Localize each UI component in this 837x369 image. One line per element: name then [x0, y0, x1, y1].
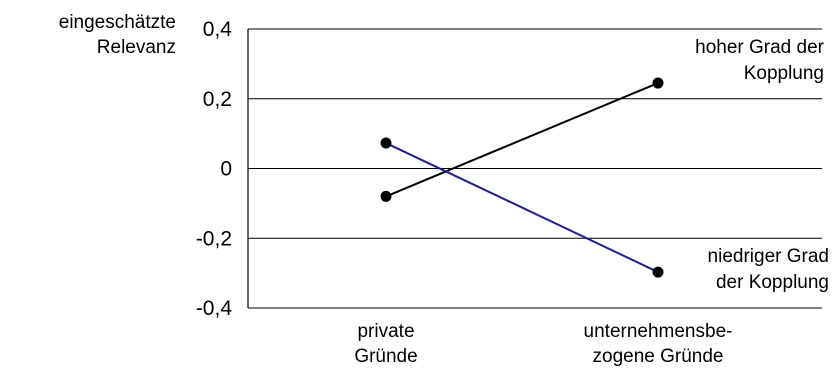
- series-line: [385, 142, 659, 273]
- series-label: niedriger Grad der Kopplung: [708, 246, 829, 293]
- data-point: [652, 266, 664, 278]
- y-axis-label: eingeschätzte Relevanz: [59, 12, 176, 58]
- gridlines: [248, 28, 822, 309]
- x-category-label: private Gründe: [354, 321, 417, 367]
- series-label: hoher Grad der Kopplung: [695, 37, 825, 84]
- y-tick-label: 0,2: [203, 88, 232, 111]
- data-points: [380, 77, 664, 278]
- y-tick-label: 0,4: [203, 18, 233, 41]
- series-lines: [385, 82, 659, 273]
- series-line: [385, 82, 659, 198]
- series-labels: hoher Grad der Kopplung niedriger Grad der …: [695, 37, 829, 293]
- y-tick-label: -0,4: [196, 297, 233, 320]
- data-point: [380, 137, 392, 149]
- x-category-labels: private Gründe unternehmensbe-zogene Gründ…: [354, 321, 732, 367]
- data-point: [380, 190, 392, 202]
- data-point: [652, 77, 664, 89]
- y-tick-label: -0,2: [196, 227, 232, 250]
- y-tick-label: 0: [220, 158, 232, 181]
- y-tick-labels: 0,4 0,2 0 -0,2 -0,4: [196, 18, 233, 320]
- x-category-label: unternehmensbe-zogene Gründe: [584, 321, 733, 367]
